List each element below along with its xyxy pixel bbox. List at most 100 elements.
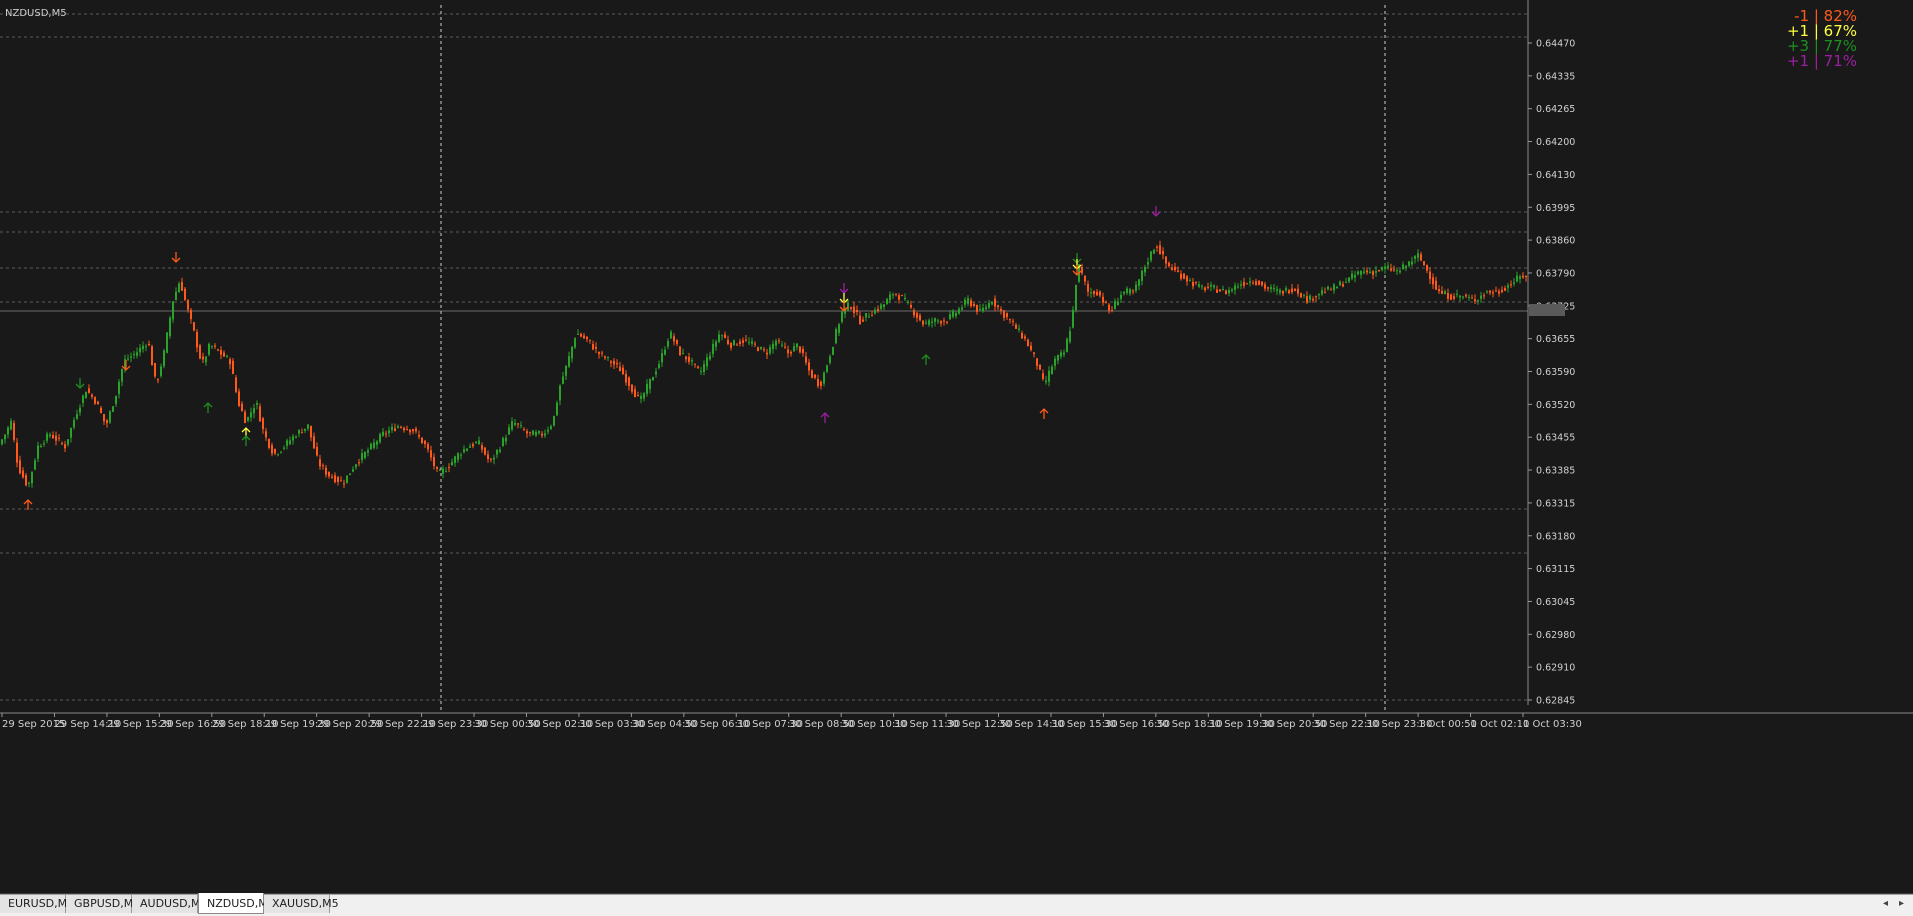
candle-body xyxy=(1294,288,1296,291)
time-tick-label: 1 Oct 00:50 xyxy=(1418,719,1477,730)
candle-body xyxy=(304,428,306,431)
candle-body xyxy=(109,411,111,423)
signal-arrows xyxy=(23,206,1161,510)
candle-body xyxy=(1348,277,1350,282)
candle-body xyxy=(85,391,87,399)
candle-body xyxy=(1387,265,1389,268)
candle-body xyxy=(31,471,33,484)
tab-eurusd[interactable]: EURUSD,M5 xyxy=(0,895,74,913)
candle-body xyxy=(577,333,579,335)
candle-body xyxy=(643,393,645,399)
time-tick-label: 30 Sep 04:50 xyxy=(631,719,698,730)
candle-body xyxy=(1357,271,1359,275)
tab-nzdusd[interactable]: NZDUSD,M5 xyxy=(198,893,275,914)
candle-body xyxy=(142,345,144,350)
candle-body xyxy=(196,331,198,348)
candle-body xyxy=(568,356,570,367)
candle-body xyxy=(751,341,753,344)
candle-body xyxy=(1180,273,1182,279)
arrow-down-icon xyxy=(75,378,85,389)
candle-body xyxy=(208,343,210,355)
candle-body xyxy=(853,306,855,313)
candle-body xyxy=(823,372,825,384)
time-tick-label: 1 Oct 03:30 xyxy=(1523,719,1582,730)
candle-body xyxy=(550,426,552,429)
chart-window[interactable]: 0.64470 0.64335 0.64265 0.64200 0.64130 0.639… xyxy=(0,0,1913,894)
candle-body xyxy=(682,353,684,355)
candle-body xyxy=(1477,299,1479,302)
candle-body xyxy=(1339,281,1341,286)
candle-body xyxy=(1216,289,1218,293)
candle-body xyxy=(1384,266,1386,269)
candle-body xyxy=(1351,273,1353,279)
candle-body xyxy=(487,454,489,460)
candle-body xyxy=(319,459,321,467)
candle-body xyxy=(1159,245,1161,255)
candle-body xyxy=(988,302,990,308)
candle-body xyxy=(1369,271,1371,273)
candle-body xyxy=(1012,320,1014,323)
candle-body xyxy=(1288,290,1290,294)
candle-body xyxy=(730,342,732,349)
candle-body xyxy=(952,311,954,317)
scroll-right-icon[interactable]: ▸ xyxy=(1899,898,1905,909)
candle-body xyxy=(205,356,207,363)
candle-body xyxy=(565,365,567,376)
candle-body xyxy=(43,443,45,445)
candle-body xyxy=(601,352,603,354)
scroll-left-icon[interactable]: ◂ xyxy=(1883,898,1889,909)
candle-body xyxy=(412,429,414,432)
candle-body xyxy=(256,403,258,405)
candle-body xyxy=(1099,291,1101,296)
candle-body xyxy=(709,355,711,360)
candle-body xyxy=(364,451,366,459)
candle-body xyxy=(328,471,330,477)
candle-body xyxy=(1222,288,1224,290)
candle-body xyxy=(484,447,486,455)
candle-body xyxy=(1150,251,1152,261)
candle-body xyxy=(835,329,837,344)
time-tick-label: 30 Sep 19:30 xyxy=(1208,719,1275,730)
time-tick-label: 30 Sep 06:10 xyxy=(684,719,751,730)
tab-gbpusd[interactable]: GBPUSD,M5 xyxy=(66,895,140,913)
candle-body xyxy=(670,331,672,339)
candle-body xyxy=(1075,284,1077,311)
candle-body xyxy=(715,341,717,347)
candle-body xyxy=(1054,358,1056,366)
candle-body xyxy=(424,440,426,445)
candle-body xyxy=(460,454,462,456)
candle-body xyxy=(676,339,678,344)
candle-body xyxy=(1396,270,1398,272)
candle-body xyxy=(508,427,510,435)
candle-body xyxy=(1105,302,1107,304)
candle-body xyxy=(1006,313,1008,318)
candle-body xyxy=(1456,293,1458,295)
price-chart[interactable]: 0.64470 0.64335 0.64265 0.64200 0.64130 0.639… xyxy=(0,0,1913,893)
candle-body xyxy=(1219,289,1221,292)
candle-body xyxy=(361,453,363,461)
candle-body xyxy=(298,430,300,434)
candle-body xyxy=(187,300,189,310)
candle-body xyxy=(1525,275,1527,278)
candle-body xyxy=(562,376,564,384)
candle-body xyxy=(619,366,621,372)
candle-body xyxy=(1510,284,1512,286)
candle-body xyxy=(1306,296,1308,303)
tab-xauusd[interactable]: XAUUSD,M5 xyxy=(264,895,339,913)
candle-body xyxy=(91,394,93,397)
candle-body xyxy=(673,336,675,342)
candle-body xyxy=(778,340,780,342)
candle-body xyxy=(1375,270,1377,273)
candle-body xyxy=(1330,289,1332,291)
candle-body xyxy=(421,437,423,444)
candle-body xyxy=(310,425,312,438)
candle-body xyxy=(166,332,168,353)
time-tick-label: 30 Sep 15:30 xyxy=(1051,719,1118,730)
candle-body xyxy=(1063,352,1065,355)
candle-body xyxy=(838,324,840,333)
candle-body xyxy=(1042,373,1044,380)
tab-audusd[interactable]: AUDUSD,M5 xyxy=(132,895,208,913)
candle-body xyxy=(961,307,963,310)
candle-body xyxy=(799,346,801,353)
